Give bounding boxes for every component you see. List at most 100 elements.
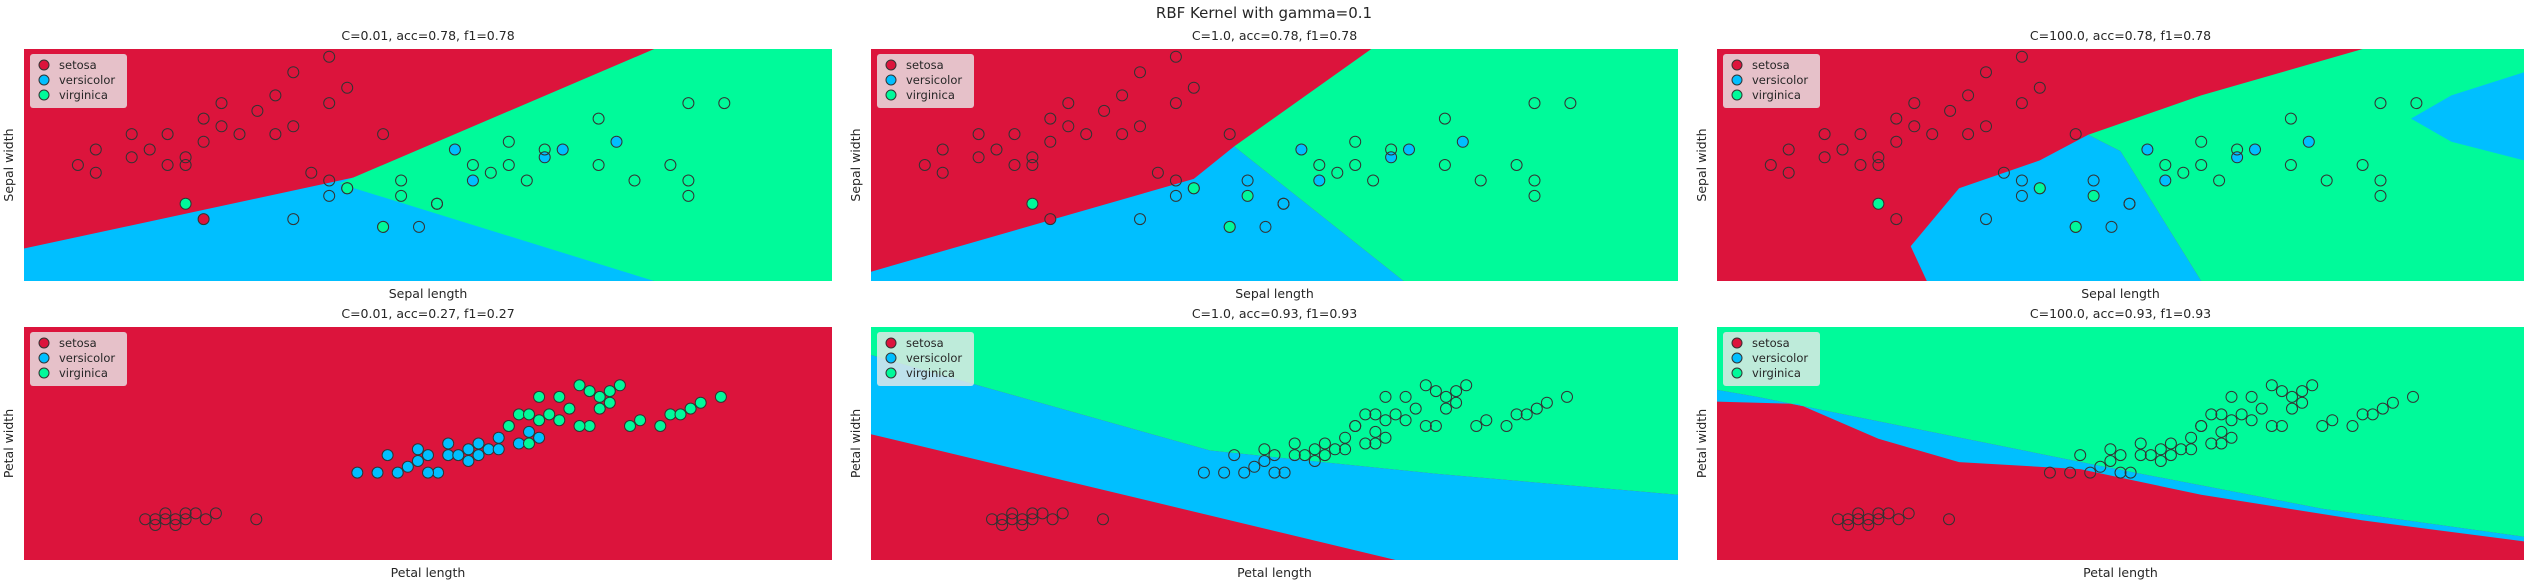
data-point [2255, 402, 2268, 415]
data-point [674, 408, 687, 421]
data-point [1852, 507, 1865, 520]
x-axis-label: Petal length [2083, 565, 2158, 580]
data-point [1349, 420, 1362, 432]
legend-marker-versicolor [38, 74, 50, 86]
data-point [323, 50, 336, 63]
data-point [179, 159, 192, 171]
data-point [1228, 449, 1241, 462]
legend-label-setosa: setosa [59, 336, 97, 350]
legend-marker-setosa [885, 59, 897, 71]
data-point [1890, 112, 1903, 125]
data-point [422, 466, 434, 479]
data-point [1528, 174, 1541, 187]
data-point [1308, 443, 1321, 456]
data-point [1500, 420, 1513, 432]
data-point [1520, 408, 1533, 421]
data-point [1218, 466, 1231, 479]
data-point [466, 159, 479, 171]
data-point [411, 455, 424, 467]
legend-label-setosa: setosa [59, 58, 97, 72]
data-point [1528, 97, 1541, 110]
data-point [1295, 143, 1308, 156]
data-point [199, 513, 212, 526]
data-point [1349, 135, 1362, 148]
region-virginica-3 [2088, 49, 2524, 281]
data-point [1409, 402, 1422, 415]
data-point [1862, 519, 1875, 531]
data-point [287, 120, 300, 133]
data-point [2374, 97, 2387, 110]
data-point [1389, 408, 1402, 421]
data-point [411, 443, 424, 456]
data-point [2104, 455, 2117, 467]
data-point [2033, 81, 2046, 94]
scatter-points [1832, 379, 2419, 531]
legend-label-versicolor: versicolor [906, 351, 962, 365]
data-point [1470, 420, 1483, 432]
data-point [1854, 128, 1867, 141]
data-point [1097, 513, 1109, 526]
data-point [682, 174, 695, 187]
data-point [2114, 449, 2127, 462]
data-point [1890, 135, 1903, 148]
data-point [431, 197, 443, 210]
data-point [718, 97, 731, 110]
data-point [502, 420, 515, 432]
data-point [1369, 437, 1382, 450]
data-point [1026, 507, 1039, 520]
data-point [1892, 513, 1905, 526]
data-point [395, 189, 408, 202]
data-point [2245, 390, 2258, 403]
data-point [1842, 513, 1855, 526]
data-point [1329, 443, 1341, 456]
data-point [2275, 385, 2288, 398]
data-point [1369, 408, 1382, 421]
decision-regions [24, 327, 832, 560]
legend-box [877, 54, 974, 108]
data-point [2043, 466, 2056, 479]
scatter-points [1764, 50, 2423, 233]
data-point [1331, 166, 1344, 179]
data-point [1359, 408, 1372, 421]
region-versicolor-4 [2411, 72, 2524, 161]
data-point [2154, 455, 2167, 467]
data-point [179, 507, 192, 520]
data-point [1169, 189, 1182, 202]
data-point [1187, 182, 1200, 195]
data-point [1098, 104, 1111, 117]
data-point [2386, 396, 2399, 409]
data-point [2320, 174, 2333, 187]
legend-label-setosa: setosa [906, 58, 944, 72]
subplot-title: C=1.0, acc=0.93, f1=0.93 [1192, 306, 1357, 321]
data-point [89, 143, 102, 156]
data-point [2275, 420, 2288, 432]
region-versicolor-3 [871, 355, 1678, 560]
data-point [603, 396, 616, 409]
data-point [1561, 390, 1573, 403]
data-point [664, 159, 677, 171]
data-point [502, 135, 515, 148]
legend-box [30, 332, 127, 386]
data-point [149, 513, 162, 526]
data-point [1460, 379, 1473, 392]
data-point [1258, 455, 1271, 467]
data-point [2104, 443, 2117, 456]
data-point [714, 390, 727, 403]
data-point [1134, 120, 1146, 133]
data-point [215, 120, 228, 133]
decision-regions [1717, 327, 2524, 560]
region-versicolor-3 [1717, 389, 2524, 542]
legend-label-versicolor: versicolor [1752, 351, 1808, 365]
data-point [482, 443, 495, 456]
legend-marker-setosa [1731, 59, 1743, 71]
subplot-1: C=0.01, acc=0.78, f1=0.78 Sepal length Sep… [1, 28, 832, 301]
data-point [2141, 143, 2154, 156]
legend-marker-versicolor [1731, 352, 1743, 364]
subplot-title: C=0.01, acc=0.78, f1=0.78 [341, 28, 514, 43]
data-point [613, 379, 626, 392]
data-point [159, 507, 172, 520]
data-point [1872, 151, 1885, 164]
